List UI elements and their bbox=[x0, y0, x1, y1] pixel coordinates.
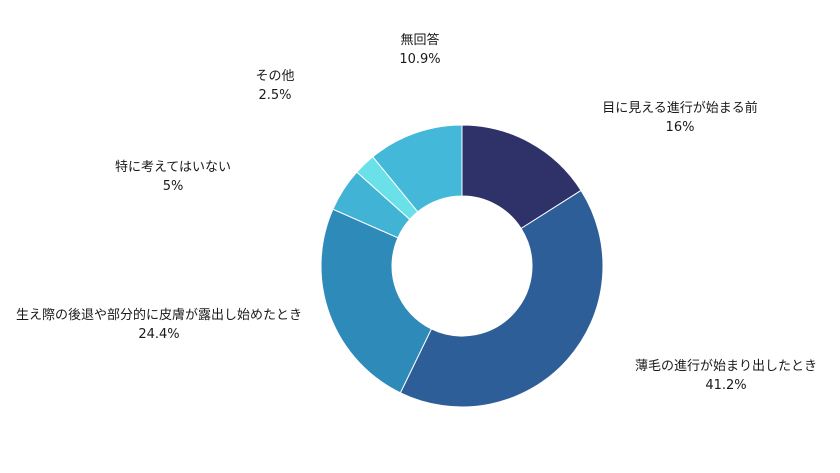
slice-value: 41.2% bbox=[705, 378, 747, 393]
donut-slice-1 bbox=[399, 189, 604, 408]
slice-label-no-answer: 無回答 10.9% bbox=[370, 31, 470, 69]
slice-value: 16% bbox=[665, 120, 695, 135]
slice-label-other: その他 2.5% bbox=[225, 67, 325, 105]
slice-name: 目に見える進行が始まる前 bbox=[602, 101, 758, 116]
slice-label-not-considered: 特に考えてはいない 5% bbox=[88, 158, 258, 196]
donut-slices bbox=[320, 124, 604, 408]
slice-name: 生え際の後退や部分的に皮膚が露出し始めたとき bbox=[15, 308, 302, 323]
slice-label-thinning-started: 薄毛の進行が始まり出したとき 41.2% bbox=[612, 357, 840, 395]
slice-value: 10.9% bbox=[399, 52, 441, 67]
donut-slice-2 bbox=[320, 208, 433, 394]
slice-value: 5% bbox=[162, 179, 184, 194]
slice-value: 24.4% bbox=[138, 327, 180, 342]
slice-name: その他 bbox=[255, 69, 295, 84]
slice-name: 特に考えてはいない bbox=[114, 160, 232, 175]
slice-name: 薄毛の進行が始まり出したとき bbox=[634, 359, 817, 374]
slice-value: 2.5% bbox=[258, 88, 292, 103]
donut-slice-5 bbox=[372, 124, 463, 213]
slice-label-hairline-receding: 生え際の後退や部分的に皮膚が露出し始めたとき 24.4% bbox=[0, 306, 318, 344]
slice-label-before-visible-progress: 目に見える進行が始まる前 16% bbox=[560, 99, 800, 137]
slice-name: 無回答 bbox=[400, 33, 440, 48]
